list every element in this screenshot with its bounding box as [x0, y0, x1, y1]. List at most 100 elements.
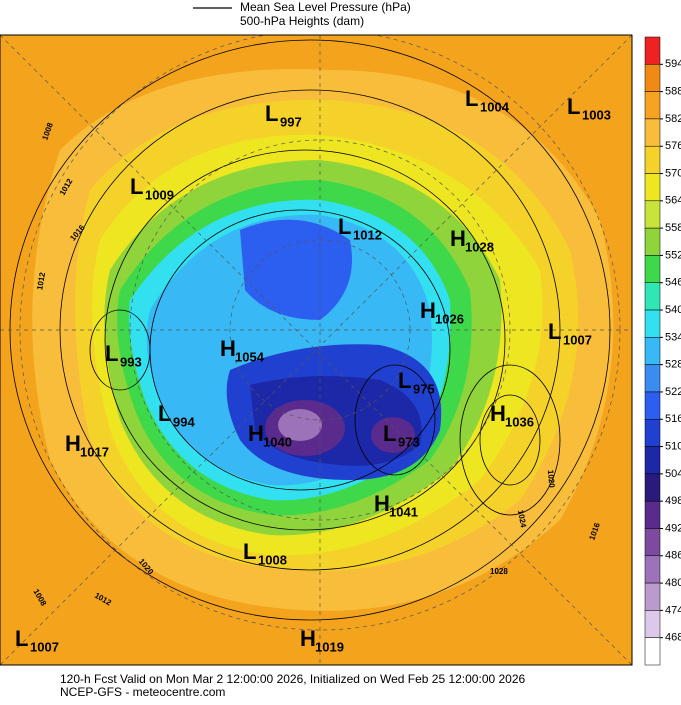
pressure-center-value: 1040	[263, 434, 292, 449]
pressure-center-letter: H	[300, 626, 316, 651]
height-field	[278, 409, 322, 441]
colorbar-segment	[644, 473, 661, 502]
pressure-center-letter: H	[450, 226, 466, 251]
colorbar-segment	[644, 637, 661, 666]
pressure-center-letter: L	[548, 319, 561, 344]
pressure-center-letter: L	[338, 214, 351, 239]
colorbar-segment	[644, 64, 661, 92]
colorbar-label: 480	[665, 577, 681, 589]
pressure-center-letter: L	[465, 86, 478, 111]
pressure-center-value: 1041	[389, 504, 418, 519]
pressure-center-value: 1026	[435, 311, 464, 326]
colorbar-label: 552	[665, 249, 681, 261]
pressure-center-letter: L	[130, 174, 143, 199]
pressure-center-letter: L	[105, 341, 118, 366]
pressure-center-value: 1008	[258, 552, 287, 567]
pressure-center-letter: L	[15, 626, 28, 651]
pressure-center-letter: L	[265, 101, 278, 126]
pressure-center-letter: H	[220, 336, 236, 361]
colorbar-segment	[644, 36, 661, 65]
pressure-center-value: 1028	[465, 239, 494, 254]
colorbar-label: 576	[665, 140, 681, 152]
pressure-center-value: 997	[280, 114, 302, 129]
colorbar-segment	[644, 582, 661, 611]
pressure-center-letter: L	[243, 539, 256, 564]
colorbar-label: 522	[665, 386, 681, 398]
legend-text: 500-hPa Heights (dam)	[240, 14, 364, 28]
pressure-center-letter: L	[398, 368, 411, 393]
pressure-center-letter: H	[248, 421, 264, 446]
pressure-center-value: 994	[173, 414, 195, 429]
pressure-center-letter: H	[65, 431, 81, 456]
pressure-center-letter: H	[490, 401, 506, 426]
pressure-center-value: 1003	[582, 107, 611, 122]
colorbar-segment	[644, 419, 661, 447]
colorbar-segment	[644, 200, 661, 229]
footer-text: NCEP-GFS - meteocentre.com	[60, 685, 225, 699]
colorbar-label: 594	[665, 58, 681, 70]
height-field	[240, 219, 352, 320]
colorbar-label: 516	[665, 413, 681, 425]
map-frame	[0, 34, 633, 666]
colorbar-segment	[644, 555, 661, 584]
pressure-center-value: 1012	[353, 227, 382, 242]
colorbar-label: 582	[665, 113, 681, 125]
pressure-center-value: 1007	[563, 332, 592, 347]
pressure-center-value: 1009	[145, 187, 174, 202]
pressure-center-value: 1019	[315, 639, 344, 654]
colorbar-label: 504	[665, 468, 681, 480]
graticule	[0, 35, 632, 665]
colorbar-segment	[644, 337, 661, 365]
colorbar-segment	[644, 173, 661, 202]
legend-text: Mean Sea Level Pressure (hPa)	[240, 0, 411, 14]
colorbar-label: 510	[665, 440, 681, 452]
colorbar-label: 498	[665, 495, 681, 507]
colorbar-label: 486	[665, 550, 681, 562]
pressure-center-value: 973	[398, 434, 420, 449]
height-field	[371, 417, 415, 453]
colorbar-segment	[644, 227, 661, 256]
pressure-center-value: 1054	[235, 349, 265, 364]
colorbar-label: 528	[665, 359, 681, 371]
colorbar-segment	[644, 309, 661, 338]
pressure-center-value: 975	[413, 381, 435, 396]
colorbar-segment	[644, 282, 661, 311]
pressure-center-letter: H	[420, 298, 436, 323]
pressure-center-letter: L	[383, 421, 396, 446]
colorbar-label: 474	[665, 604, 681, 616]
colorbar-segment	[644, 391, 661, 420]
pressure-center-value: 993	[120, 354, 142, 369]
colorbar-segment	[644, 118, 661, 147]
pressure-center-letter: L	[158, 401, 171, 426]
colorbar-segment	[644, 364, 661, 393]
pressure-center-value: 1036	[505, 414, 534, 429]
pressure-center-letter: L	[567, 94, 580, 119]
colorbar-label: 558	[665, 222, 681, 234]
isobar-label: 1024	[516, 509, 528, 529]
pressure-center-value: 1004	[480, 99, 510, 114]
pressure-center-value: 1017	[80, 444, 109, 459]
colorbar-label: 546	[665, 277, 681, 289]
colorbar-segment	[644, 446, 661, 475]
colorbar-label: 540	[665, 304, 681, 316]
colorbar-label: 564	[665, 195, 681, 207]
map	[0, 34, 633, 666]
colorbar-segment	[644, 528, 661, 557]
colorbar-label: 570	[665, 167, 681, 179]
colorbar-segment	[644, 91, 661, 120]
colorbar-segment	[644, 500, 661, 529]
isobar-label: 1028	[490, 567, 508, 576]
pressure-center-value: 1007	[30, 639, 59, 654]
pressure-center-letter: H	[374, 491, 390, 516]
isobar-label: 1012	[35, 271, 47, 291]
colorbar-segment	[644, 610, 661, 638]
colorbar-label: 468	[665, 632, 681, 644]
isobar-label: 1020	[546, 470, 557, 489]
colorbar-label: 588	[665, 86, 681, 98]
footer-text: 120-h Fcst Valid on Mon Mar 2 12:00:00 2…	[60, 672, 526, 686]
colorbar-segment	[644, 145, 661, 174]
colorbar-label: 492	[665, 522, 681, 534]
colorbar-segment	[644, 255, 661, 283]
colorbar-label: 534	[665, 331, 681, 343]
